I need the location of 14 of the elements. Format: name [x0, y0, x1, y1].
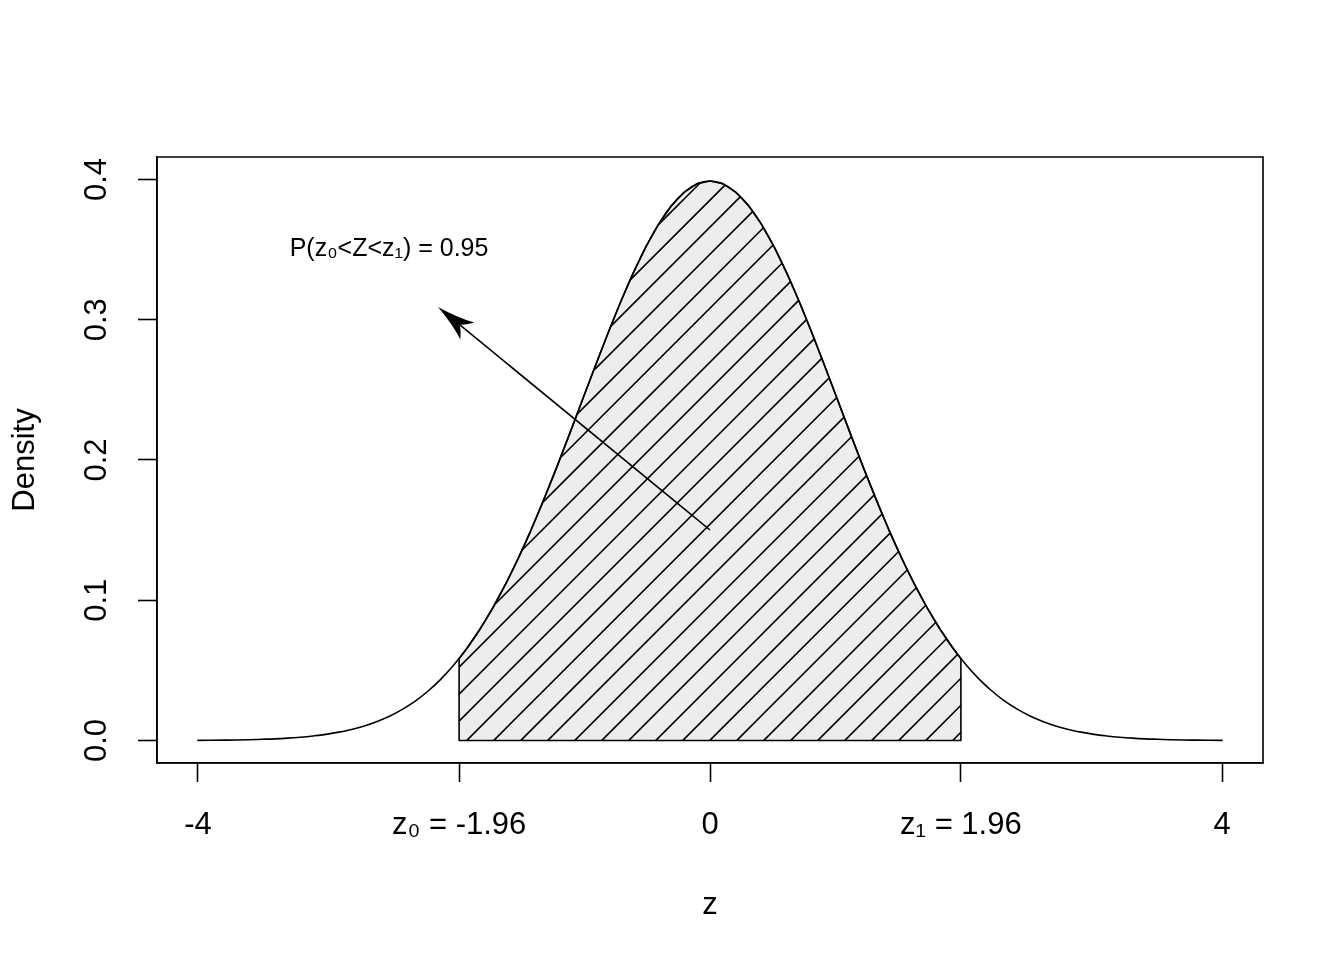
x-tick-label: 0: [701, 805, 719, 841]
x-axis-title: z: [702, 885, 718, 921]
x-tick-label: z₁ = 1.96: [900, 805, 1022, 841]
y-tick-label: 0.0: [78, 719, 113, 763]
y-axis-title: Density: [6, 407, 42, 512]
y-tick-label: 0.4: [78, 157, 113, 201]
y-tick-label: 0.3: [78, 298, 113, 342]
x-tick-label: 4: [1213, 805, 1231, 841]
y-tick-label: 0.1: [78, 578, 113, 622]
line-series: [197, 180, 1223, 742]
x-tick-label: z₀ = -1.96: [391, 805, 527, 841]
x-tick-label: -4: [184, 805, 212, 841]
y-tick-label: 0.2: [78, 438, 113, 482]
annotation: P(z₀<Z<z₁) = 0.95: [289, 233, 489, 262]
